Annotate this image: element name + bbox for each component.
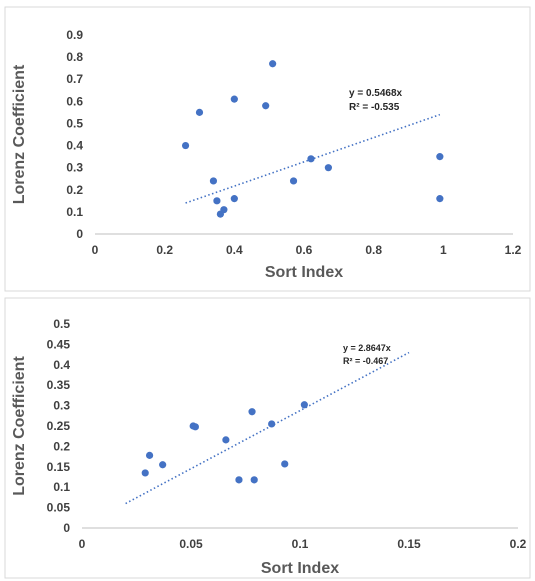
y-tick-label: 0.6 xyxy=(66,94,83,108)
data-point xyxy=(436,195,444,203)
data-point xyxy=(213,197,221,205)
chart-panel xyxy=(4,6,531,292)
chart-2: 0 0.05 0.1 0.15 0.2 0.25 0.3 0.35 0.4 0.45 0.5 0 0.0… xyxy=(4,297,531,579)
x-tick-label: 0.15 xyxy=(397,537,421,551)
y-tick-label: 0.35 xyxy=(47,378,71,392)
x-tick-label: 0.6 xyxy=(296,243,313,257)
data-point xyxy=(269,60,277,68)
data-point xyxy=(262,102,270,110)
trend-r-squared: R² = -0.535 xyxy=(349,102,400,113)
y-tick-label: 0.05 xyxy=(47,501,71,515)
x-tick-label: 1.2 xyxy=(505,243,522,257)
data-point xyxy=(145,451,154,459)
y-tick-label: 0.25 xyxy=(47,419,71,433)
trend-equation: y = 0.5468x xyxy=(349,88,403,99)
y-tick-label: 0.5 xyxy=(53,317,70,331)
y-tick-label: 0.9 xyxy=(66,28,83,42)
y-tick-label: 0.4 xyxy=(66,139,83,153)
y-tick-label: 0.5 xyxy=(66,116,83,130)
y-tick-label: 0.2 xyxy=(66,183,83,197)
y-tick-label: 0 xyxy=(76,227,83,241)
data-point xyxy=(209,177,218,185)
trend-equation: y = 2.8647x xyxy=(343,343,391,353)
x-tick-label: 0.05 xyxy=(179,537,203,551)
y-axis-title: Lorenz Coefficient xyxy=(11,64,28,204)
y-tick-label: 0.7 xyxy=(66,72,83,86)
x-tick-label: 0.2 xyxy=(156,243,173,257)
data-point xyxy=(307,155,315,163)
y-axis-title: Lorenz Coefficient xyxy=(11,356,28,496)
data-point xyxy=(300,401,308,409)
data-point xyxy=(159,461,167,469)
data-point xyxy=(191,423,199,431)
y-tick-label: 0.15 xyxy=(47,460,71,474)
y-tick-label: 0.3 xyxy=(53,399,70,413)
y-tick-label: 0.45 xyxy=(47,337,71,351)
data-point xyxy=(248,408,256,416)
x-tick-label: 0.1 xyxy=(292,537,309,551)
data-point xyxy=(289,177,298,185)
data-point xyxy=(324,164,332,172)
x-tick-label: 0.2 xyxy=(510,537,527,551)
x-tick-label: 0.4 xyxy=(226,243,243,257)
x-tick-label: 0 xyxy=(79,537,86,551)
trendline xyxy=(125,351,410,505)
chart-panel xyxy=(4,297,531,579)
data-point xyxy=(436,153,444,161)
data-point xyxy=(222,436,230,444)
data-point xyxy=(141,469,149,477)
trendline xyxy=(185,113,441,204)
y-tick-label: 0.3 xyxy=(66,161,83,175)
data-point xyxy=(250,476,258,484)
x-axis-title: Sort Index xyxy=(261,560,339,577)
y-tick-label: 0.1 xyxy=(53,480,70,494)
x-tick-label: 1 xyxy=(440,243,447,257)
x-tick-label: 0.8 xyxy=(365,243,382,257)
data-point xyxy=(195,108,204,116)
x-axis-title: Sort Index xyxy=(265,264,343,281)
data-point xyxy=(220,206,228,214)
data-point xyxy=(230,95,238,103)
data-point xyxy=(235,476,243,484)
data-point xyxy=(181,141,190,150)
trend-r-squared: R² = -0.467 xyxy=(343,356,388,366)
y-tick-label: 0.4 xyxy=(53,358,70,372)
chart-1: 0 0.1 0.2 0.3 0.4 0.5 0.6 0.7 0.8 0.9 0 0.2 0.4 0.6 0.… xyxy=(4,6,531,292)
x-tick-label: 0 xyxy=(92,243,99,257)
y-tick-label: 0.2 xyxy=(53,439,70,453)
y-tick-label: 0.1 xyxy=(66,205,83,219)
data-point xyxy=(268,420,276,428)
y-tick-label: 0.8 xyxy=(66,50,83,64)
data-point xyxy=(281,460,289,468)
data-point xyxy=(230,195,238,203)
y-tick-label: 0 xyxy=(63,521,70,535)
